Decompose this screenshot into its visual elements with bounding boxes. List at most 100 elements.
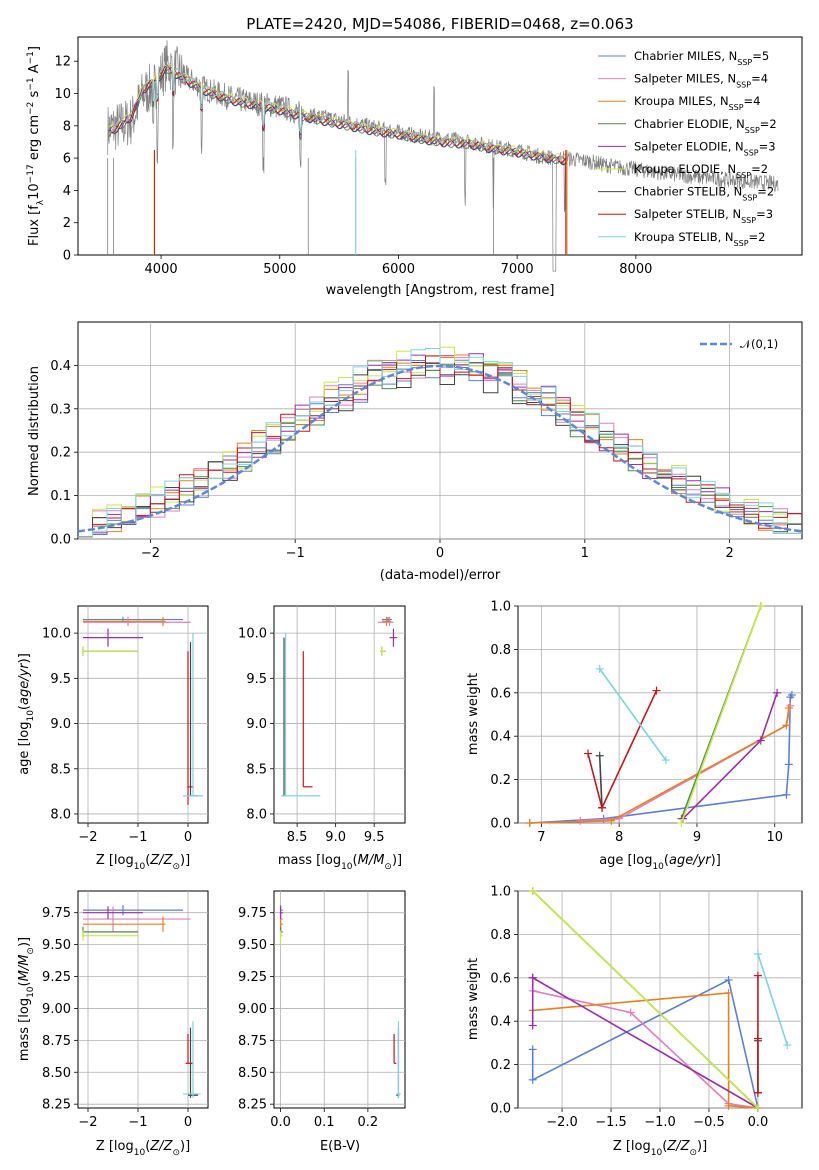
weight-vs-age-axes [517, 605, 803, 824]
y-tick-label: 0.3 [50, 402, 71, 417]
legend-label-sub: SSP [741, 216, 756, 225]
y-tick-label: 0.0 [490, 817, 511, 832]
x-tick-label: 0.0 [270, 1115, 291, 1130]
legend-label: Salpeter STELIB, NSSP=3 [634, 207, 773, 225]
legend-label-base: Kroupa STELIB, N [634, 230, 734, 244]
x-tick-label: −1 [286, 546, 305, 561]
mass-vs-Z-axes [77, 890, 209, 1109]
y-tick-label: 6 [63, 152, 71, 167]
legend-label-base: Salpeter MILES, N [634, 72, 736, 86]
legend-label-sub: SSP [742, 193, 757, 202]
y-tick-label: 0.2 [50, 446, 71, 461]
weight-series-line [598, 755, 603, 808]
legend-label-base: Chabrier MILES, N [634, 49, 737, 63]
legend-label: Salpeter MILES, NSSP=4 [634, 72, 768, 90]
y-tick-label: 4 [63, 184, 71, 199]
y-tick-label: 8.25 [238, 1098, 267, 1113]
legend-label-base: Kroupa ELODIE, N [634, 162, 736, 176]
weight-series-line [532, 890, 759, 1109]
spectrum-title: PLATE=2420, MJD=54086, FIBERID=0468, z=0… [246, 15, 633, 33]
x-tick-label: −1 [128, 1115, 147, 1130]
y-tick-label: 0 [63, 249, 71, 264]
x-tick-label: 0.0 [748, 1115, 769, 1130]
legend-label-tail: =3 [759, 139, 776, 153]
legend-label-base: Chabrier ELODIE, N [634, 117, 745, 131]
x-tick-label: 0 [436, 546, 444, 561]
x-tick-label: 0 [184, 830, 192, 845]
y-tick-label: 0.8 [490, 643, 511, 658]
x-tick-label: −1.5 [595, 1115, 627, 1130]
y-tick-label: 9.75 [42, 906, 71, 921]
x-tick-label: −2 [78, 830, 97, 845]
mass-vs-EBV-axes [273, 890, 406, 1109]
age-vs-Z-ylabel: age [log10(age/yr)] [17, 653, 36, 775]
mass-vs-Z-ylabel: mass [log10(M/M⊙)] [17, 937, 36, 1061]
legend-label-base: Chabrier STELIB, N [634, 185, 742, 199]
legend-label-tail: =4 [751, 72, 768, 86]
age-vs-Z-xlabel: Z [log10(Z/Z⊙)] [96, 853, 190, 872]
age-vs-Z-panel: −2 −1 0 8.0 8.5 9.0 9.5 10.0 Z [log10(Z/Z⊙)] ag… [17, 605, 209, 872]
weight-series-line [599, 668, 667, 761]
x-tick-label: −1 [128, 830, 147, 845]
y-tick-label: 10.0 [238, 627, 267, 642]
y-tick-label: 9.00 [238, 1002, 267, 1017]
y-tick-label: 9.0 [246, 717, 267, 732]
weight-vs-Z-ylabel: mass weight [466, 958, 481, 1040]
legend-label-sub: SSP [745, 125, 760, 134]
x-tick-label: 5000 [263, 262, 296, 277]
legend-label-base: Salpeter ELODIE, N [634, 139, 744, 153]
y-tick-label: 0.2 [490, 773, 511, 788]
y-tick-label: 0.6 [490, 971, 511, 986]
y-tick-label: 0.2 [490, 1058, 511, 1073]
normal-legend-label: 𝒩(0,1) [740, 337, 778, 351]
x-tick-label: 9.0 [325, 830, 346, 845]
x-tick-label: 1 [581, 546, 589, 561]
normal-curve [77, 364, 803, 533]
spectrum-panel: PLATE=2420, MJD=54086, FIBERID=0468, z=0… [26, 15, 803, 298]
x-tick-label: −0.5 [693, 1115, 725, 1130]
y-tick-label: 10 [54, 87, 71, 102]
age-vs-mass-xlabel: mass [log10(M/M⊙)] [278, 853, 402, 872]
legend-label-sub: SSP [729, 103, 744, 112]
x-tick-label: 7000 [501, 262, 534, 277]
y-tick-label: 8.75 [42, 1034, 71, 1049]
model-spectrum-line [108, 66, 568, 166]
mass-vs-EBV-xlabel: E(B-V) [320, 1139, 360, 1154]
y-tick-label: 9.50 [42, 938, 71, 953]
x-tick-label: −1.0 [644, 1115, 676, 1130]
mass-vs-Z-panel: −2 −1 0 8.25 8.50 8.75 9.00 9.25 9.50 9.75 Z [log… [17, 890, 209, 1158]
age-vs-mass-panel: 8.5 9.0 9.5 8.0 8.5 9.0 9.5 10.0 mass [log10(M/… [238, 605, 406, 872]
y-tick-label: 1.0 [490, 885, 511, 900]
data-spectrum [107, 40, 779, 272]
y-tick-label: 0.4 [490, 1015, 511, 1030]
legend-label-sub: SSP [744, 148, 759, 157]
histogram-step [78, 348, 802, 538]
y-tick-label: 9.5 [50, 672, 71, 687]
y-tick-label: 8.0 [246, 807, 267, 822]
histogram-xlabel: (data-model)/error [380, 568, 501, 583]
x-tick-label: 9.5 [364, 830, 385, 845]
legend-label: Kroupa ELODIE, NSSP=2 [634, 162, 768, 180]
x-tick-label: 0.1 [314, 1115, 335, 1130]
y-tick-label: 8.50 [42, 1066, 71, 1081]
mass-vs-EBV-panel: 0.0 0.1 0.2 8.25 8.50 8.75 9.00 9.25 9.50 9.75 E(… [238, 890, 406, 1154]
x-tick-label: 8000 [619, 262, 652, 277]
y-tick-label: 9.00 [42, 1002, 71, 1017]
weight-vs-age-ylabel: mass weight [466, 673, 481, 755]
legend-label-tail: =2 [760, 117, 777, 131]
legend-label-tail: =3 [756, 207, 773, 221]
y-tick-label: 9.75 [238, 906, 267, 921]
x-tick-label: −2 [78, 1115, 97, 1130]
y-tick-label: 8 [63, 119, 71, 134]
spectrum-ylabel: Flux [fλ10−17 erg cm−2 s−1 A−1] [26, 46, 46, 246]
x-tick-label: 0.2 [358, 1115, 379, 1130]
weight-series-line [531, 978, 759, 1109]
y-tick-label: 0.4 [490, 730, 511, 745]
legend-label-sub: SSP [736, 80, 751, 89]
y-tick-label: 8.5 [50, 762, 71, 777]
x-tick-label: 7 [537, 830, 545, 845]
legend-label-sub: SSP [736, 171, 751, 180]
age-vs-mass-axes [273, 605, 406, 824]
